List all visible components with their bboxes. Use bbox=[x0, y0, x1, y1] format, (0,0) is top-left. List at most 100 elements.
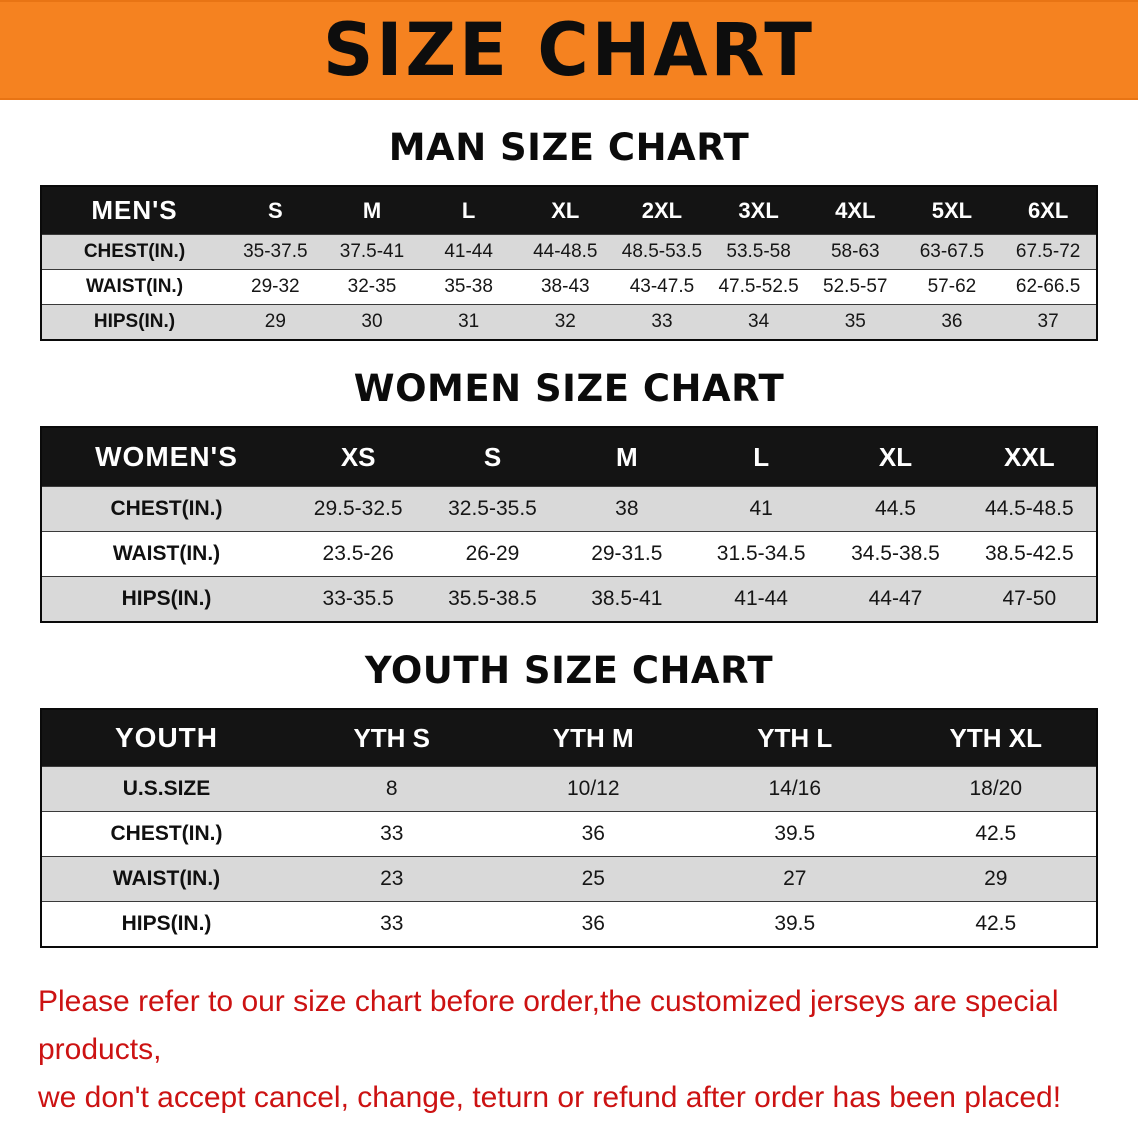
value-cell: 31 bbox=[420, 304, 517, 340]
value-cell: 53.5-58 bbox=[710, 234, 807, 270]
value-cell: 33-35.5 bbox=[291, 576, 426, 622]
value-cell: 35 bbox=[806, 304, 904, 340]
disclaimer-line-2: we don't accept cancel, change, teturn o… bbox=[38, 1081, 1062, 1114]
column-header: XL bbox=[516, 186, 614, 235]
column-header: 4XL bbox=[806, 186, 904, 235]
page-title: SIZE CHART bbox=[322, 6, 816, 94]
value-cell: 33 bbox=[291, 901, 493, 947]
value-cell: 44-48.5 bbox=[516, 234, 614, 270]
table-row: CHEST(IN.) 29.5-32.5 32.5-35.5 38 41 44.5 44.5… bbox=[41, 486, 1097, 532]
men-section-heading: MAN SIZE CHART bbox=[388, 126, 750, 169]
column-header: YTH S bbox=[291, 709, 493, 767]
value-cell: 31.5-34.5 bbox=[693, 531, 829, 577]
column-header: XS bbox=[291, 427, 426, 487]
value-cell: 43-47.5 bbox=[613, 269, 711, 305]
row-label: HIPS(IN.) bbox=[41, 576, 291, 622]
value-cell: 30 bbox=[323, 304, 421, 340]
column-header: MEN'S bbox=[41, 186, 227, 235]
table-row: WAIST(IN.) 23 25 27 29 bbox=[41, 856, 1097, 902]
value-cell: 67.5-72 bbox=[1000, 234, 1097, 270]
value-cell: 38 bbox=[559, 486, 694, 532]
men-table-body: CHEST(IN.) 35-37.5 37.5-41 41-44 44-48.5 48.5… bbox=[41, 234, 1097, 340]
value-cell: 36 bbox=[492, 901, 694, 947]
column-header: L bbox=[420, 186, 517, 235]
value-cell: 35-37.5 bbox=[227, 234, 324, 270]
table-row: WAIST(IN.) 23.5-26 26-29 29-31.5 31.5-34.5 34… bbox=[41, 531, 1097, 577]
column-header: YTH M bbox=[492, 709, 694, 767]
value-cell: 44.5 bbox=[828, 486, 963, 532]
value-cell: 35.5-38.5 bbox=[425, 576, 560, 622]
value-cell: 18/20 bbox=[895, 766, 1097, 812]
column-header: M bbox=[559, 427, 694, 487]
value-cell: 32-35 bbox=[323, 269, 421, 305]
row-label: CHEST(IN.) bbox=[41, 811, 291, 857]
row-label: WAIST(IN.) bbox=[41, 269, 227, 305]
table-row: CHEST(IN.) 35-37.5 37.5-41 41-44 44-48.5 48.5… bbox=[41, 234, 1097, 270]
women-table-body: CHEST(IN.) 29.5-32.5 32.5-35.5 38 41 44.5 44.5… bbox=[41, 486, 1097, 622]
column-header: L bbox=[693, 427, 829, 487]
table-row: HIPS(IN.) 33 36 39.5 42.5 bbox=[41, 901, 1097, 947]
youth-size-table: YOUTH YTH S YTH M YTH L YTH XL U.S.SIZE 8 10/1… bbox=[40, 708, 1098, 948]
row-label: HIPS(IN.) bbox=[41, 304, 227, 340]
value-cell: 39.5 bbox=[694, 811, 896, 857]
value-cell: 62-66.5 bbox=[1000, 269, 1097, 305]
column-header: YTH L bbox=[694, 709, 896, 767]
table-row: WAIST(IN.) 29-32 32-35 35-38 38-43 43-47.5 47.… bbox=[41, 269, 1097, 305]
column-header: YOUTH bbox=[41, 709, 291, 767]
value-cell: 36 bbox=[903, 304, 1001, 340]
value-cell: 41-44 bbox=[420, 234, 517, 270]
column-header: YTH XL bbox=[895, 709, 1097, 767]
value-cell: 33 bbox=[291, 811, 493, 857]
table-row: HIPS(IN.) 33-35.5 35.5-38.5 38.5-41 41-44 44-… bbox=[41, 576, 1097, 622]
table-row: CHEST(IN.) 33 36 39.5 42.5 bbox=[41, 811, 1097, 857]
value-cell: 63-67.5 bbox=[903, 234, 1001, 270]
women-header-row: WOMEN'S XS S M L XL XXL bbox=[41, 427, 1097, 487]
column-header: S bbox=[227, 186, 324, 235]
column-header: 5XL bbox=[903, 186, 1001, 235]
value-cell: 29-31.5 bbox=[559, 531, 694, 577]
value-cell: 41-44 bbox=[693, 576, 829, 622]
value-cell: 26-29 bbox=[425, 531, 560, 577]
value-cell: 29 bbox=[895, 856, 1097, 902]
value-cell: 35-38 bbox=[420, 269, 517, 305]
value-cell: 23 bbox=[291, 856, 493, 902]
table-row: U.S.SIZE 8 10/12 14/16 18/20 bbox=[41, 766, 1097, 812]
column-header: 2XL bbox=[613, 186, 711, 235]
value-cell: 42.5 bbox=[895, 811, 1097, 857]
value-cell: 44.5-48.5 bbox=[962, 486, 1097, 532]
value-cell: 38.5-41 bbox=[559, 576, 694, 622]
women-section-heading: WOMEN SIZE CHART bbox=[353, 367, 785, 410]
value-cell: 33 bbox=[613, 304, 711, 340]
value-cell: 39.5 bbox=[694, 901, 896, 947]
column-header: 6XL bbox=[1000, 186, 1097, 235]
value-cell: 14/16 bbox=[694, 766, 896, 812]
value-cell: 32.5-35.5 bbox=[425, 486, 560, 532]
men-header-row: MEN'S S M L XL 2XL 3XL 4XL 5XL 6XL bbox=[41, 186, 1097, 235]
value-cell: 37 bbox=[1000, 304, 1097, 340]
value-cell: 38-43 bbox=[516, 269, 614, 305]
value-cell: 23.5-26 bbox=[291, 531, 426, 577]
value-cell: 37.5-41 bbox=[323, 234, 421, 270]
column-header: WOMEN'S bbox=[41, 427, 291, 487]
row-label: U.S.SIZE bbox=[41, 766, 291, 812]
value-cell: 34.5-38.5 bbox=[828, 531, 963, 577]
value-cell: 42.5 bbox=[895, 901, 1097, 947]
value-cell: 41 bbox=[693, 486, 829, 532]
women-size-table: WOMEN'S XS S M L XL XXL CHEST(IN.) 29.5-32.5 32.… bbox=[40, 426, 1098, 623]
value-cell: 34 bbox=[710, 304, 807, 340]
value-cell: 25 bbox=[492, 856, 694, 902]
value-cell: 29-32 bbox=[227, 269, 324, 305]
size-chart-banner: SIZE CHART bbox=[0, 0, 1138, 100]
men-size-table: MEN'S S M L XL 2XL 3XL 4XL 5XL 6XL CHEST(IN.) 35-3… bbox=[40, 185, 1098, 341]
column-header: 3XL bbox=[710, 186, 807, 235]
row-label: CHEST(IN.) bbox=[41, 234, 227, 270]
column-header: S bbox=[425, 427, 560, 487]
disclaimer-text: Please refer to our size chart before or… bbox=[0, 978, 1138, 1122]
youth-header-row: YOUTH YTH S YTH M YTH L YTH XL bbox=[41, 709, 1097, 767]
value-cell: 52.5-57 bbox=[806, 269, 904, 305]
youth-table-body: U.S.SIZE 8 10/12 14/16 18/20 CHEST(IN.) 33 36 39… bbox=[41, 766, 1097, 947]
row-label: WAIST(IN.) bbox=[41, 531, 291, 577]
value-cell: 58-63 bbox=[806, 234, 904, 270]
value-cell: 32 bbox=[516, 304, 614, 340]
